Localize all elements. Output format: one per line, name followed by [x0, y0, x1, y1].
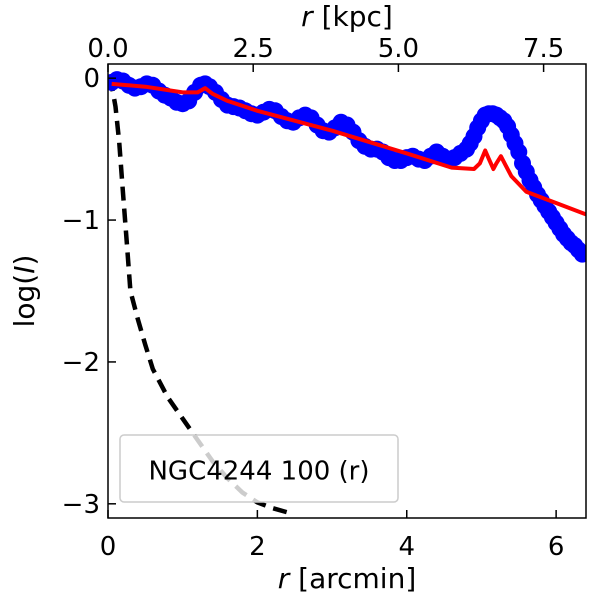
y-tick-label-minus-3: −3	[62, 490, 100, 520]
y-tick-label-0: 0	[83, 64, 100, 94]
x-tick-label-2: 2	[249, 532, 266, 562]
axes	[107, 64, 557, 518]
legend-label: NGC4244 100 (r)	[148, 457, 369, 487]
x-axis-label: r [arcmin]	[278, 562, 417, 595]
top-axis-label: r [kpc]	[301, 0, 393, 33]
top-tick-label-2-5: 2.5	[233, 34, 274, 64]
plot-area	[108, 71, 586, 515]
x-tick-label-4: 4	[399, 532, 416, 562]
y-tick-label-minus-2: −2	[62, 348, 100, 378]
y-axis-label: log(I)	[8, 255, 41, 328]
observed-point	[573, 245, 586, 263]
legend-frame	[119, 434, 399, 503]
x-tick-label-0: 0	[100, 532, 117, 562]
x-tick-label-6: 6	[548, 532, 565, 562]
top-tick-label-7-5: 7.5	[523, 34, 564, 64]
top-tick-label-5-0: 5.0	[378, 34, 419, 64]
plot-frame	[107, 63, 587, 519]
legend: NGC4244 100 (r)	[119, 434, 399, 503]
y-tick-label-minus-1: −1	[62, 206, 100, 236]
top-tick-label-0: 0.0	[87, 34, 128, 64]
model-fit-line	[111, 81, 586, 217]
